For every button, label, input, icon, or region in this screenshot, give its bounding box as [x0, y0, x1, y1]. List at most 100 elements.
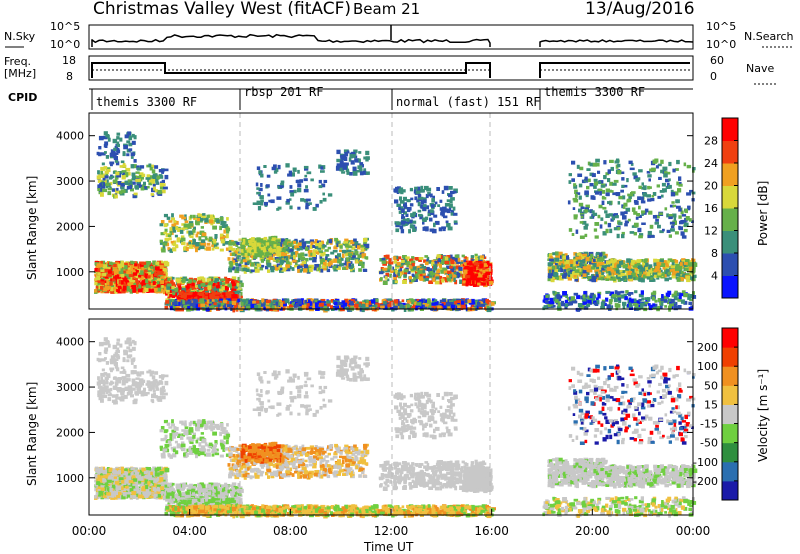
power-cell	[487, 307, 492, 313]
power-cell	[453, 190, 457, 194]
power-cell	[146, 174, 151, 179]
power-cell	[141, 261, 146, 265]
power-cell	[361, 308, 365, 313]
power-cell	[232, 285, 235, 289]
power-cell	[260, 183, 263, 187]
power-cell	[582, 266, 587, 270]
power-cell	[176, 304, 181, 308]
power-cell	[439, 280, 443, 285]
power-cell	[189, 235, 194, 238]
power-cell	[430, 204, 435, 208]
power-cell	[196, 299, 201, 302]
power-cell	[180, 237, 186, 242]
power-cell	[148, 266, 151, 271]
power-cell	[579, 273, 584, 277]
power-cell	[243, 250, 248, 254]
power-cell	[101, 276, 106, 280]
power-cell	[398, 189, 403, 194]
power-cell	[390, 270, 394, 273]
power-cell	[153, 287, 158, 291]
power-cell	[265, 260, 270, 264]
power-cell	[559, 255, 563, 259]
power-cell	[427, 260, 432, 264]
power-cell	[442, 301, 447, 306]
power-cell	[573, 274, 577, 278]
power-cell	[138, 284, 142, 289]
power-cell	[305, 258, 309, 262]
power-cell	[547, 273, 551, 278]
power-cell	[485, 274, 490, 278]
power-cell	[214, 283, 218, 287]
power-cell	[301, 238, 305, 243]
power-cell	[127, 282, 131, 286]
power-cell	[339, 164, 344, 169]
power-cell	[363, 299, 369, 304]
power-cell	[131, 285, 137, 290]
power-cell	[276, 248, 280, 253]
power-cell	[303, 302, 308, 306]
power-cell	[482, 267, 485, 271]
power-cell	[121, 175, 126, 180]
power-cell	[304, 167, 309, 171]
power-cell	[150, 164, 155, 169]
power-cell	[464, 266, 469, 271]
power-cell	[135, 171, 140, 174]
power-cell	[217, 304, 221, 307]
power-cell	[253, 241, 259, 245]
power-cell	[275, 258, 279, 263]
power-cell	[197, 296, 203, 300]
power-cell	[260, 201, 264, 206]
power-cell	[237, 255, 241, 260]
power-cell	[453, 271, 457, 275]
power-cell	[285, 256, 289, 261]
power-cell	[355, 259, 359, 264]
power-cell	[122, 163, 126, 167]
power-cell	[416, 186, 421, 191]
power-cell	[336, 163, 341, 168]
power-cell	[132, 282, 136, 287]
power-cell	[375, 302, 380, 306]
power-cell	[339, 249, 343, 253]
power-cell	[356, 158, 361, 162]
power-cell	[152, 281, 156, 286]
power-cell	[419, 215, 424, 220]
power-cell	[552, 275, 555, 280]
power-cell	[398, 275, 402, 279]
power-cell	[572, 259, 577, 263]
power-cell	[233, 279, 239, 284]
power-cell	[154, 272, 159, 276]
power-cell	[297, 183, 302, 188]
power-cell	[280, 180, 285, 184]
power-cell	[97, 277, 101, 282]
power-cell	[477, 282, 481, 286]
power-cell	[547, 262, 551, 266]
power-cell	[402, 218, 408, 222]
power-cell	[445, 220, 449, 224]
power-cell	[338, 255, 342, 260]
power-cell	[264, 252, 269, 257]
power-cell	[127, 265, 131, 270]
power-cell	[140, 270, 144, 275]
power-cell	[295, 259, 299, 263]
power-cell	[348, 263, 352, 267]
power-cell	[339, 160, 344, 165]
power-cell	[249, 242, 254, 246]
power-cell	[358, 268, 362, 272]
power-cell	[145, 285, 151, 289]
power-cell	[296, 247, 300, 251]
power-cell	[581, 255, 585, 260]
power-cell	[433, 266, 437, 271]
power-cell	[282, 303, 287, 307]
power-cell	[135, 278, 138, 283]
power-cell	[309, 239, 315, 243]
power-cell	[422, 199, 427, 204]
power-cell	[297, 269, 300, 273]
power-cell	[183, 226, 188, 229]
power-cell	[256, 263, 262, 268]
power-cell	[330, 299, 335, 302]
power-cell	[231, 300, 237, 306]
power-cell	[342, 302, 347, 307]
power-cell	[575, 262, 580, 267]
power-cell	[147, 275, 151, 279]
power-cell	[125, 172, 129, 177]
